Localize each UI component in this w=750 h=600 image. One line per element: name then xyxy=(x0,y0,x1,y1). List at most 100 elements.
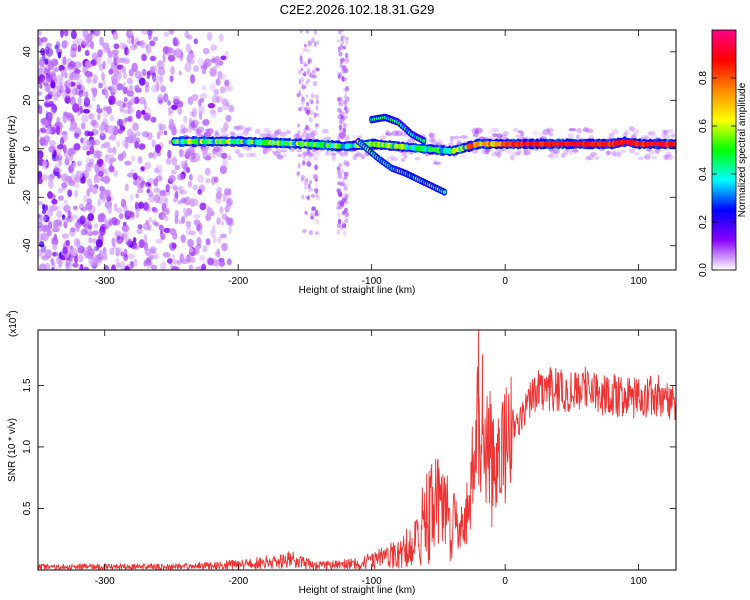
heatmap-noise-cell xyxy=(170,169,177,175)
heatmap-band-cell xyxy=(312,93,317,99)
heatmap-band-cell xyxy=(300,174,306,180)
heatmap-noise-cell xyxy=(203,64,207,71)
heatmap-noise-cell xyxy=(65,239,70,247)
heatmap-noise-cell xyxy=(109,247,115,256)
heatmap-band-cell xyxy=(316,113,320,117)
heatmap-halo-cell xyxy=(471,127,479,134)
heatmap-noise-cell xyxy=(219,165,227,175)
heatmap-noise-cell xyxy=(74,61,82,68)
heatmap-band-cell xyxy=(339,64,344,68)
heatmap-noise-cell xyxy=(202,47,210,55)
heatmap-noise-cell xyxy=(210,44,218,52)
heatmap-noise-cell xyxy=(138,239,145,249)
heatmap-halo-cell xyxy=(234,148,241,155)
heatmap-noise-cell xyxy=(191,107,197,118)
heatmap-noise-cell xyxy=(48,145,56,153)
heatmap-noise-cell xyxy=(187,180,193,188)
heatmap-noise-cell xyxy=(93,245,99,252)
heatmap-band-cell xyxy=(314,30,317,35)
heatmap-noise-cell xyxy=(212,65,217,71)
heatmap-noise-cell xyxy=(215,95,221,104)
heatmap-band-cell xyxy=(306,49,311,53)
heatmap-noise-cell xyxy=(141,109,146,115)
heatmap-noise-cell xyxy=(50,267,55,270)
spectrogram-y-tick-label: -20 xyxy=(22,190,33,205)
spectrogram-frame xyxy=(37,29,677,271)
heatmap-noise-cell xyxy=(75,170,83,180)
heatmap-noise-cell xyxy=(197,174,205,184)
heatmap-noise-cell xyxy=(123,109,129,115)
heatmap-halo-cell xyxy=(552,149,560,154)
heatmap-noise-cell xyxy=(210,68,218,77)
heatmap-noise-cell xyxy=(54,220,62,226)
heatmap-noise-cell xyxy=(86,188,91,197)
heatmap-band-cell xyxy=(305,124,309,130)
heatmap-noise-cell xyxy=(196,236,202,246)
spectrogram-x-tick-label: 0 xyxy=(502,276,508,287)
heatmap-band-cell xyxy=(336,229,341,235)
heatmap-halo-cell xyxy=(220,127,228,134)
heatmap-band-cell xyxy=(337,213,341,218)
heatmap-halo-cell xyxy=(390,157,399,161)
heatmap-noise-cell xyxy=(126,47,130,57)
heatmap-noise-cell xyxy=(209,109,217,115)
heatmap-noise-cell xyxy=(46,229,52,237)
heatmap-noise-cell xyxy=(74,67,79,74)
heatmap-noise-cell xyxy=(38,103,41,109)
heatmap-band-cell xyxy=(313,188,318,192)
heatmap-noise-cell xyxy=(50,258,55,266)
heatmap-band-cell xyxy=(344,105,348,111)
heatmap-band-cell xyxy=(337,71,343,78)
heatmap-band-cell xyxy=(300,77,305,83)
heatmap-noise-cell xyxy=(46,209,53,217)
heatmap-noise-cell xyxy=(143,112,151,121)
heatmap-halo-cell xyxy=(576,127,582,134)
heatmap-band-cell xyxy=(345,199,349,205)
heatmap-noise-cell xyxy=(74,189,78,198)
heatmap-noise-cell xyxy=(50,204,58,212)
heatmap-noise-cell xyxy=(60,57,67,67)
heatmap-noise-cell xyxy=(183,115,188,124)
heatmap-noise-cell xyxy=(73,72,81,81)
heatmap-noise-cell xyxy=(121,42,128,49)
heatmap-halo-cell xyxy=(608,132,615,138)
snr-x-tick-label: -300 xyxy=(95,576,115,587)
heatmap-noise-cell xyxy=(224,205,230,213)
heatmap-band-cell xyxy=(343,174,348,180)
heatmap-noise-cell xyxy=(63,30,69,37)
heatmap-noise-cell xyxy=(147,190,154,198)
heatmap-noise-cell xyxy=(45,93,52,100)
snr-frame xyxy=(37,329,677,571)
heatmap-noise-cell xyxy=(199,97,205,103)
heatmap-noise-cell xyxy=(141,30,149,35)
heatmap-band-cell xyxy=(343,150,349,157)
heatmap-noise-cell xyxy=(201,263,207,270)
heatmap-halo-cell xyxy=(549,154,555,160)
heatmap-halo-cell xyxy=(215,152,223,157)
heatmap-halo-cell xyxy=(430,138,436,145)
heatmap-noise-cell xyxy=(94,223,98,229)
heatmap-noise-cell xyxy=(154,167,160,174)
heatmap-noise-cell xyxy=(144,248,152,256)
heatmap-band-cell xyxy=(306,160,311,166)
spectrogram-y-label: Frequency (Hz) xyxy=(7,116,18,185)
heatmap-noise-cell xyxy=(171,156,178,166)
heatmap-noise-cell xyxy=(213,88,219,96)
heatmap-noise-cell xyxy=(124,117,128,123)
heatmap-band-cell xyxy=(309,110,315,116)
heatmap-noise-cell xyxy=(69,73,74,81)
heatmap-noise-cell xyxy=(168,110,172,117)
heatmap-noise-cell xyxy=(153,193,161,204)
heatmap-noise-cell xyxy=(107,205,112,215)
heatmap-noise-cell xyxy=(165,183,170,193)
heatmap-noise-cell xyxy=(102,60,106,70)
heatmap-halo-cell xyxy=(196,128,202,134)
heatmap-noise-cell xyxy=(179,148,183,157)
heatmap-band-cell xyxy=(344,218,349,223)
heatmap-noise-cell xyxy=(70,227,77,233)
snr-multiplier-base: (x10 xyxy=(8,317,19,337)
heatmap-band-cell xyxy=(297,162,301,169)
heatmap-band-cell xyxy=(338,163,343,167)
heatmap-band-cell xyxy=(344,105,348,111)
heatmap-band-cell xyxy=(345,211,350,217)
